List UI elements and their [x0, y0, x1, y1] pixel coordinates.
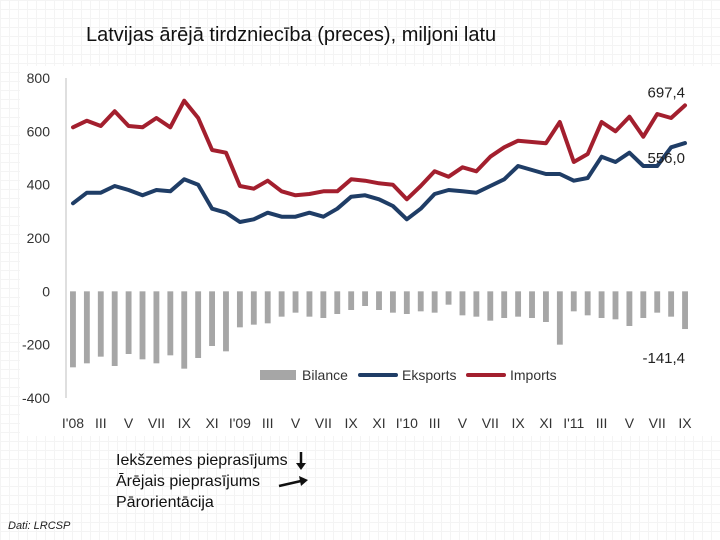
bilance-bar	[654, 291, 661, 313]
bilance-bar	[181, 291, 188, 369]
x-tick-label: VII	[315, 415, 332, 431]
bilance-bar	[543, 291, 549, 322]
bilance-bar	[236, 291, 243, 328]
trade-chart: 800 600 400 200 0 -200 -400 I'08 III V VII IX XI I'09…	[22, 70, 692, 431]
bilance-bar	[278, 291, 285, 317]
bilance-bar	[682, 291, 688, 330]
bilance-bar	[570, 291, 577, 312]
y-tick-label: -400	[22, 390, 50, 406]
imports-end-label: 697,4	[647, 84, 685, 101]
x-tick-label: I'09	[229, 415, 251, 431]
note-reorientation: Pārorientācija	[116, 492, 311, 513]
x-tick-label: V	[291, 415, 301, 431]
bilance-bar	[487, 291, 494, 321]
eksports-line	[71, 141, 687, 224]
y-tick-label: 600	[27, 123, 51, 139]
x-tick-label: XI	[539, 415, 552, 431]
bilance-bar	[417, 291, 424, 312]
slide-title: Latvijas ārējā tirdzniecība (preces), mi…	[86, 24, 497, 46]
bilance-bar	[626, 291, 633, 326]
bilance-bar	[668, 291, 675, 317]
x-tick-label: V	[458, 415, 468, 431]
bilance-bar	[264, 291, 271, 324]
x-tick-label: VII	[148, 415, 165, 431]
bilance-bar	[97, 291, 104, 357]
y-tick-label: 0	[42, 283, 50, 299]
x-tick-label: XI	[372, 415, 385, 431]
imports-line	[71, 98, 687, 202]
x-tick-label: III	[429, 415, 441, 431]
note-text: Pārorientācija	[116, 494, 214, 511]
bilance-bar	[403, 291, 410, 314]
bilance-bar	[223, 291, 229, 352]
bilance-bar	[70, 291, 76, 368]
note-text: Ārējais pieprasījums	[116, 473, 261, 490]
bilance-bar	[389, 291, 396, 313]
bilance-bar	[515, 291, 522, 317]
x-tick-label: III	[95, 415, 107, 431]
x-tick-label: VII	[649, 415, 666, 431]
eksports-end-label: 556,0	[647, 150, 685, 167]
x-tick-label: I'08	[62, 415, 84, 431]
bilance-bar	[376, 291, 382, 310]
bilance-bar	[167, 291, 174, 356]
legend-label: Bilance	[302, 367, 348, 383]
bilance-bar	[640, 291, 647, 318]
x-tick-label: I'10	[396, 415, 418, 431]
bilance-bar	[250, 291, 257, 325]
y-tick-label: 400	[27, 177, 51, 193]
y-tick-label: 200	[27, 230, 51, 246]
bilance-bar	[306, 291, 313, 317]
bilance-bar	[195, 291, 202, 358]
x-tick-label: I'11	[563, 415, 584, 431]
bilance-bar	[556, 291, 563, 345]
x-tick-label: IX	[178, 415, 192, 431]
y-tick-label: -200	[22, 337, 50, 353]
bilance-bar	[320, 291, 327, 318]
x-tick-label: V	[124, 415, 134, 431]
bilance-end-label: -141,4	[642, 350, 685, 367]
x-tick-label: VII	[482, 415, 499, 431]
source-note: Dati: LRCSP	[8, 520, 71, 532]
note-domestic-demand: Iekšzemes pieprasījums	[116, 450, 311, 471]
bilance-bar	[139, 291, 146, 360]
bilance-bar	[501, 291, 508, 318]
legend-label: Imports	[510, 367, 557, 383]
bilance-bar	[529, 291, 535, 318]
bilance-bar	[83, 291, 90, 364]
bilance-bar	[111, 291, 118, 366]
x-tick-label: IX	[511, 415, 525, 431]
bilance-bar	[334, 291, 341, 314]
x-tick-label: XI	[205, 415, 218, 431]
notes-list: Iekšzemes pieprasījums Ārējais pieprasīj…	[116, 450, 311, 513]
note-text: Iekšzemes pieprasījums	[116, 452, 288, 469]
y-tick-label: 800	[27, 70, 51, 86]
bilance-bar	[612, 291, 619, 320]
arrow-down-icon	[296, 451, 307, 470]
note-external-demand: Ārējais pieprasījums	[116, 471, 311, 492]
bilance-bar	[292, 291, 299, 313]
bilance-bar	[598, 291, 605, 318]
x-tick-label: IX	[678, 415, 692, 431]
chart-panel: 800 600 400 200 0 -200 -400 I'08 III V VII IX XI I'09…	[20, 66, 720, 436]
bilance-bar	[584, 291, 591, 316]
bilance-bar	[209, 291, 215, 346]
x-tick-label: V	[625, 415, 635, 431]
bilance-bar	[473, 291, 480, 317]
bilance-bar	[153, 291, 160, 364]
bilance-bar	[125, 291, 132, 354]
legend-label: Eksports	[402, 367, 456, 383]
legend-swatch-bilance	[260, 370, 296, 380]
arrow-up-right-icon	[278, 475, 308, 487]
bilance-bar	[348, 291, 355, 310]
bilance-bar	[445, 291, 452, 305]
x-tick-label: III	[596, 415, 608, 431]
x-tick-label: III	[262, 415, 274, 431]
bilance-bar	[431, 291, 438, 313]
bilance-bar	[459, 291, 466, 316]
bilance-bar	[362, 291, 369, 306]
x-tick-label: IX	[345, 415, 359, 431]
